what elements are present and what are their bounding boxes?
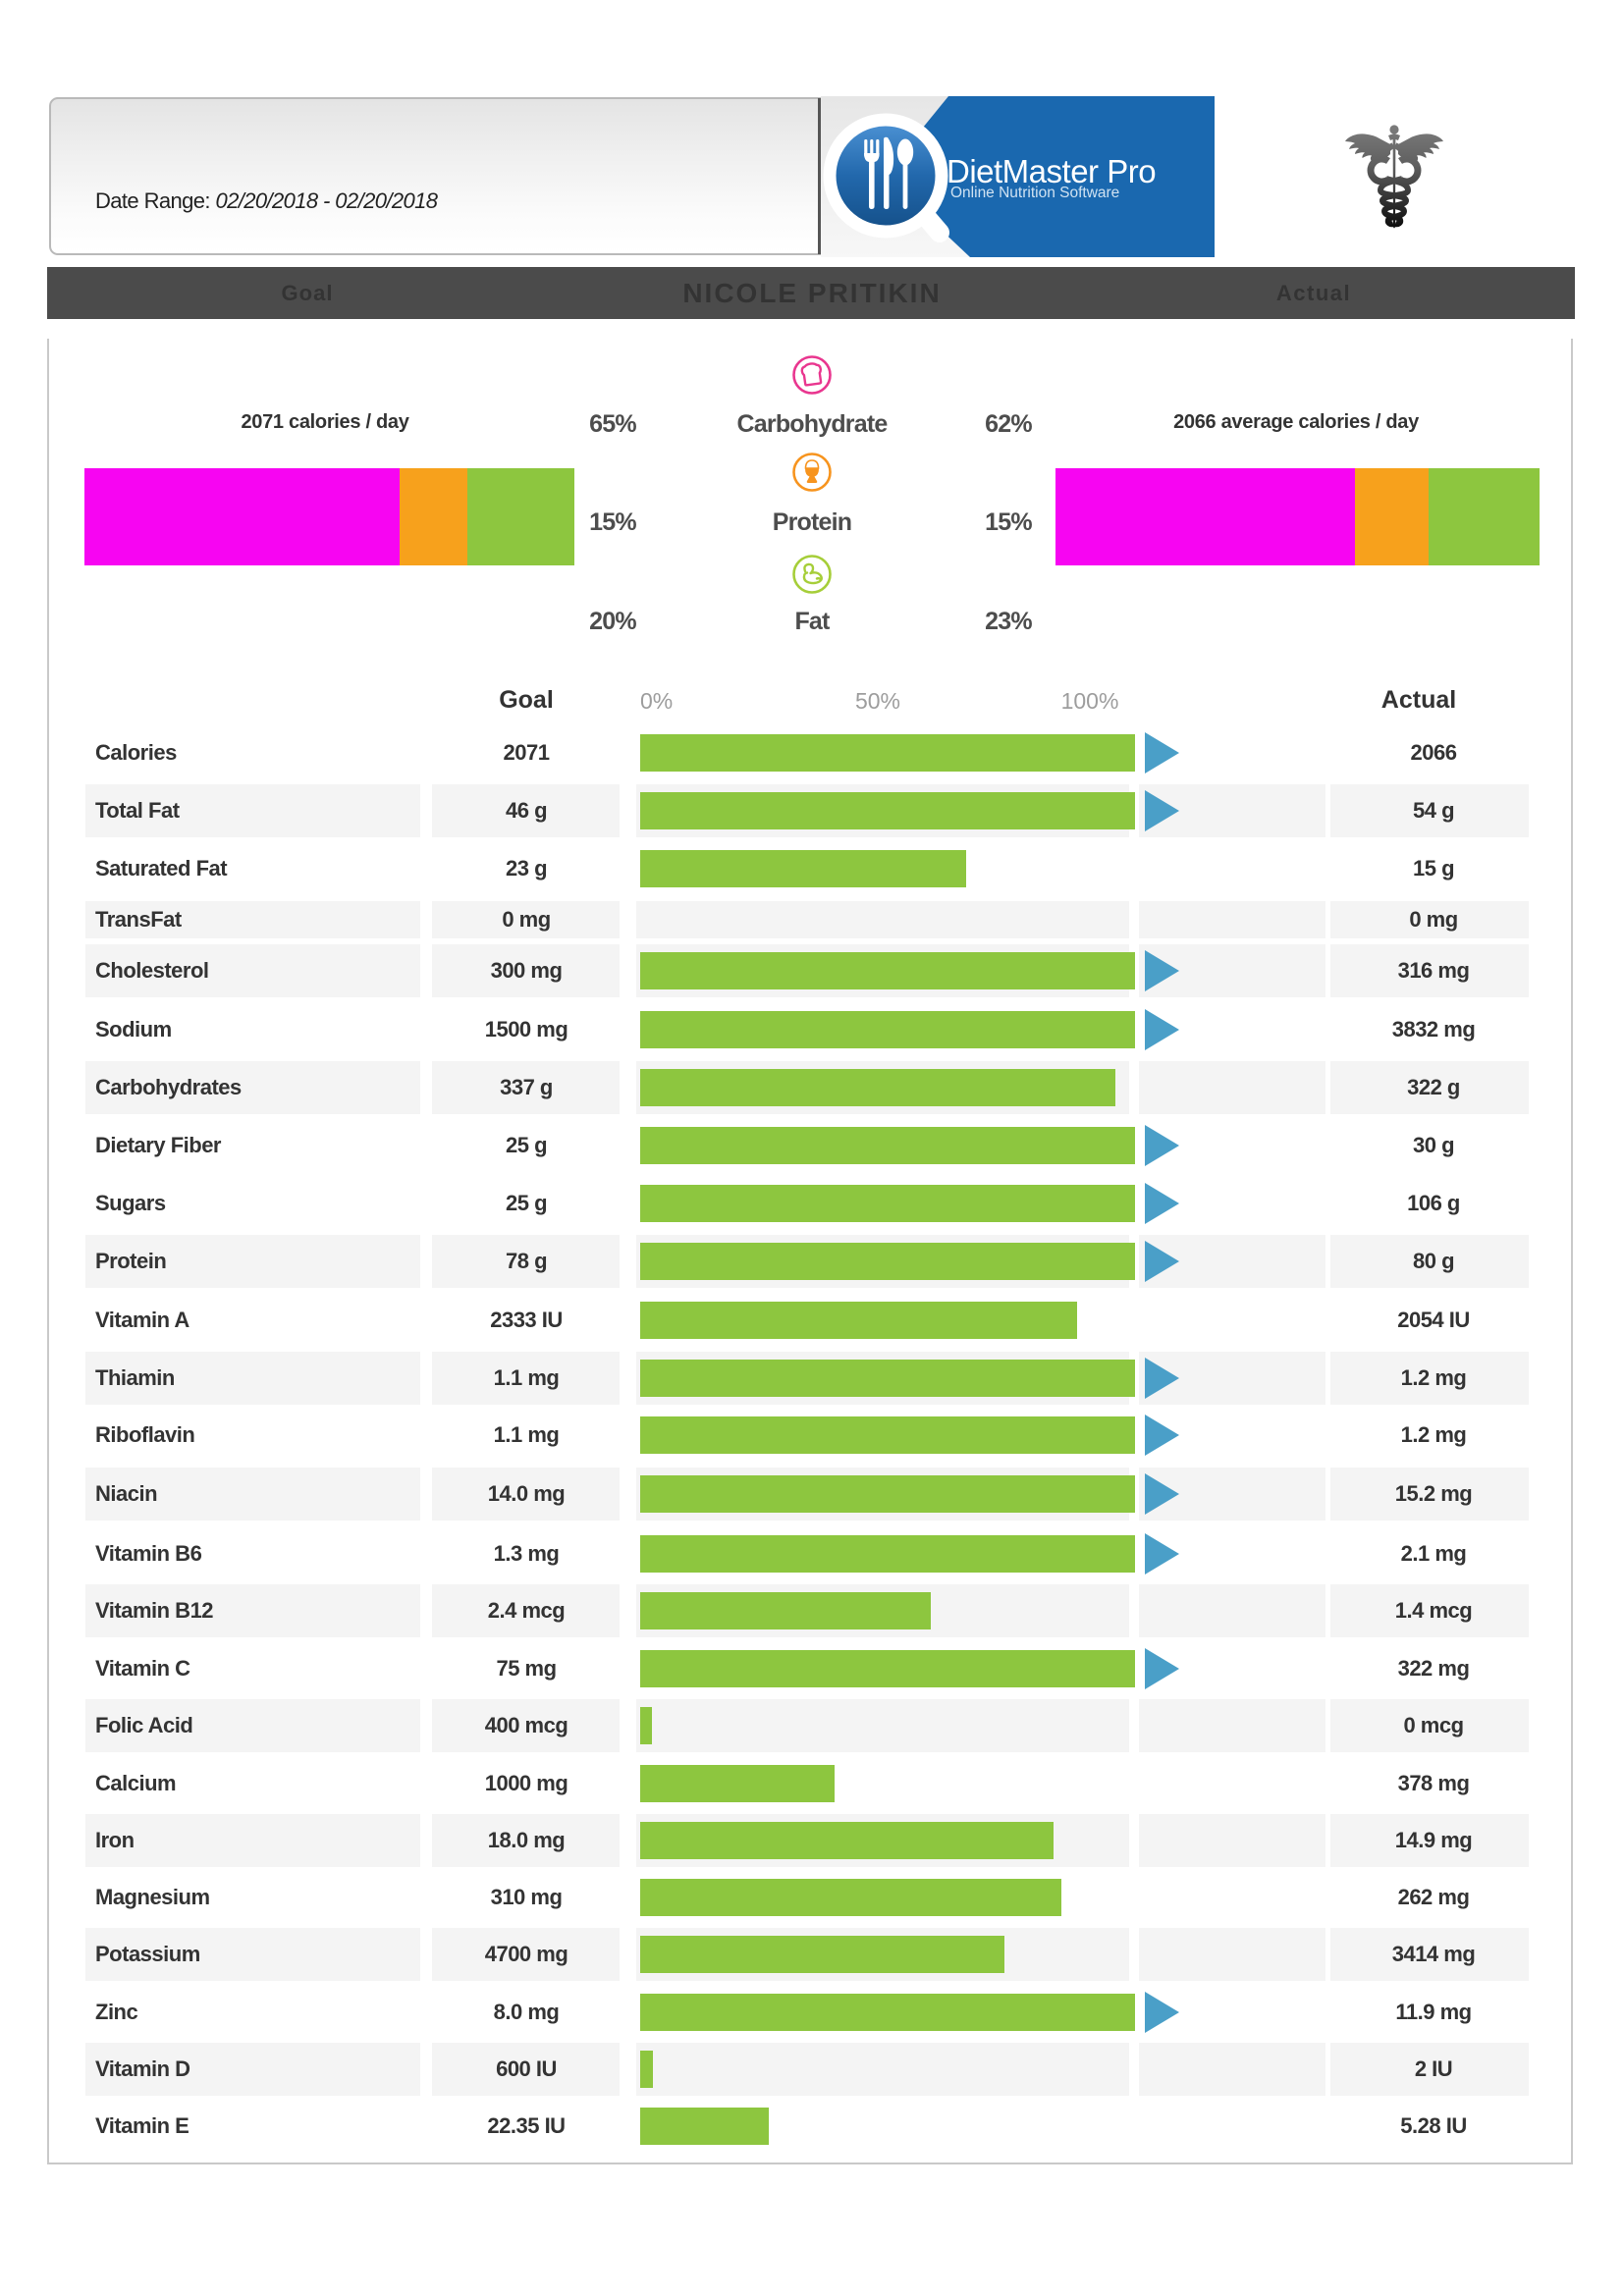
svg-text:DietMaster Pro: DietMaster Pro bbox=[947, 153, 1156, 189]
svg-text:Online Nutrition Software: Online Nutrition Software bbox=[950, 185, 1119, 201]
